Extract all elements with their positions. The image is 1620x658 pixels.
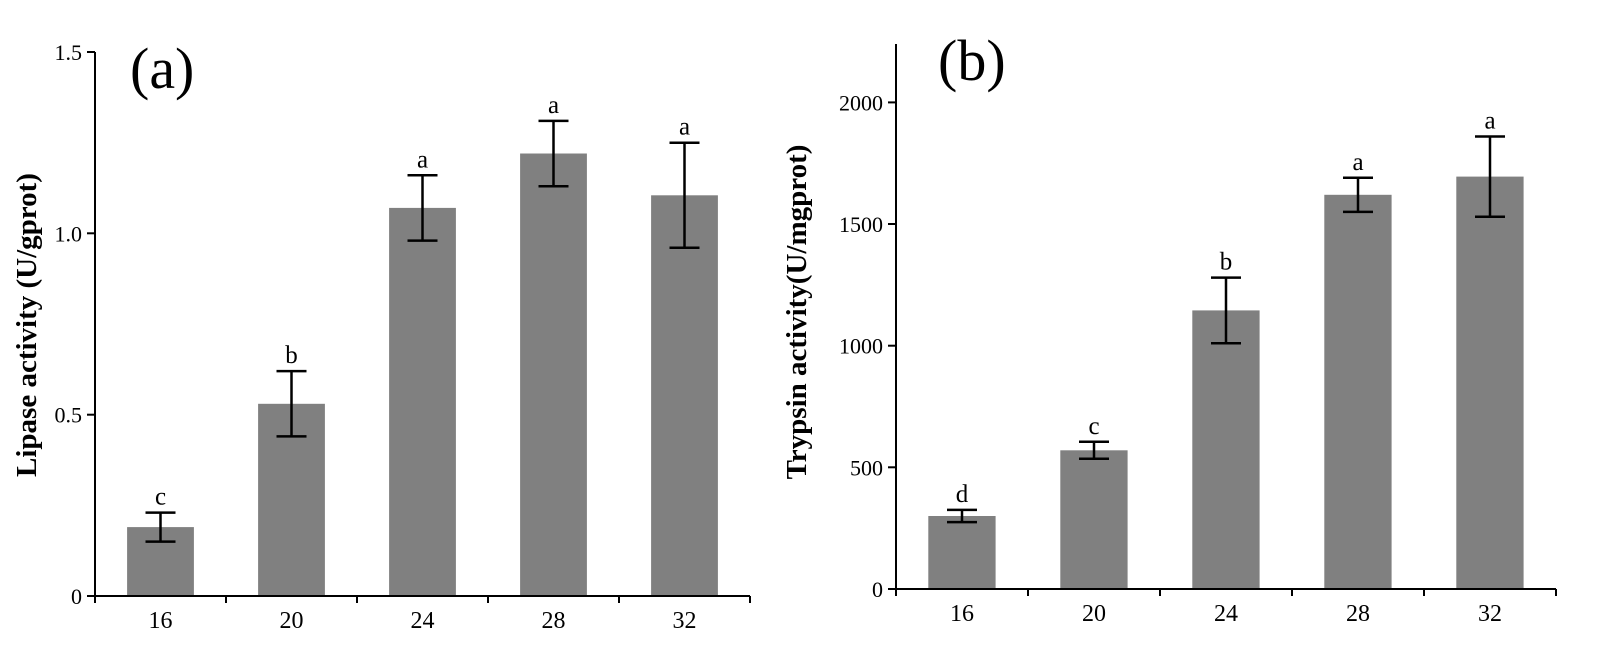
panel-label-b: (b)	[938, 28, 1006, 93]
x-tick-label-b-28: 28	[1346, 601, 1370, 627]
plot-area-b: d 16 c 20 b 24 a 28 a 32 0 500 1000 1500 2000	[839, 44, 1557, 627]
x-tick-label-b-24: 24	[1214, 601, 1238, 627]
plot-area-a: c 16 b 20 a 24 a 28 a 32 0 0.5 1.0 1.5	[55, 40, 751, 634]
y-tick-label-a-3: 1.5	[55, 40, 83, 65]
significance-letter-a-28: a	[548, 92, 559, 119]
y-tick-label-b-2: 1000	[839, 334, 883, 359]
bar-a-24	[389, 207, 456, 596]
bar-b-32	[1456, 176, 1524, 589]
y-tick-label-b-4: 2000	[839, 90, 883, 115]
x-tick-label-b-20: 20	[1082, 601, 1106, 627]
significance-letter-b-24: b	[1220, 249, 1233, 276]
x-tick-label-a-24: 24	[411, 608, 435, 634]
y-tick-label-b-0: 0	[872, 577, 883, 602]
significance-letter-b-28: a	[1352, 149, 1363, 176]
y-tick-label-b-1: 500	[850, 455, 883, 480]
x-tick-label-a-16: 16	[149, 608, 173, 634]
significance-letter-b-32: a	[1484, 108, 1495, 135]
significance-letter-a-20: b	[285, 342, 298, 369]
bar-b-20	[1060, 450, 1128, 589]
significance-letter-b-20: c	[1088, 413, 1099, 440]
significance-letter-a-24: a	[417, 146, 428, 173]
bar-b-24	[1192, 310, 1260, 589]
y-axis-title-b: Trypsin activity(U/mgprot)	[781, 145, 813, 480]
x-tick-label-b-16: 16	[950, 601, 974, 627]
significance-letter-b-16: d	[956, 481, 969, 508]
bar-a-28	[520, 153, 587, 596]
panel-a: c 16 b 20 a 24 a 28 a 32 0 0.5 1.0 1.5 (a) Lipase act…	[11, 36, 751, 634]
bar-b-28	[1324, 194, 1392, 590]
x-tick-label-b-32: 32	[1478, 601, 1502, 627]
y-tick-label-b-3: 1500	[839, 212, 883, 237]
y-tick-label-a-2: 1.0	[55, 221, 83, 246]
y-tick-label-a-1: 0.5	[55, 403, 83, 428]
panel-label-a: (a)	[130, 36, 194, 101]
x-tick-label-a-32: 32	[673, 608, 697, 634]
y-tick-label-a-0: 0	[71, 584, 82, 609]
significance-letter-a-16: c	[155, 484, 166, 511]
x-tick-label-a-28: 28	[542, 608, 566, 634]
significance-letter-a-32: a	[679, 114, 690, 141]
panel-b: d 16 c 20 b 24 a 28 a 32 0 500 1000 1500 2000 (b) Tryp…	[781, 28, 1557, 627]
y-axis-title-a: Lipase activity (U/gprot)	[11, 173, 43, 477]
bar-a-32	[651, 195, 718, 597]
x-tick-label-a-20: 20	[280, 608, 304, 634]
bar-b-16	[928, 516, 996, 589]
